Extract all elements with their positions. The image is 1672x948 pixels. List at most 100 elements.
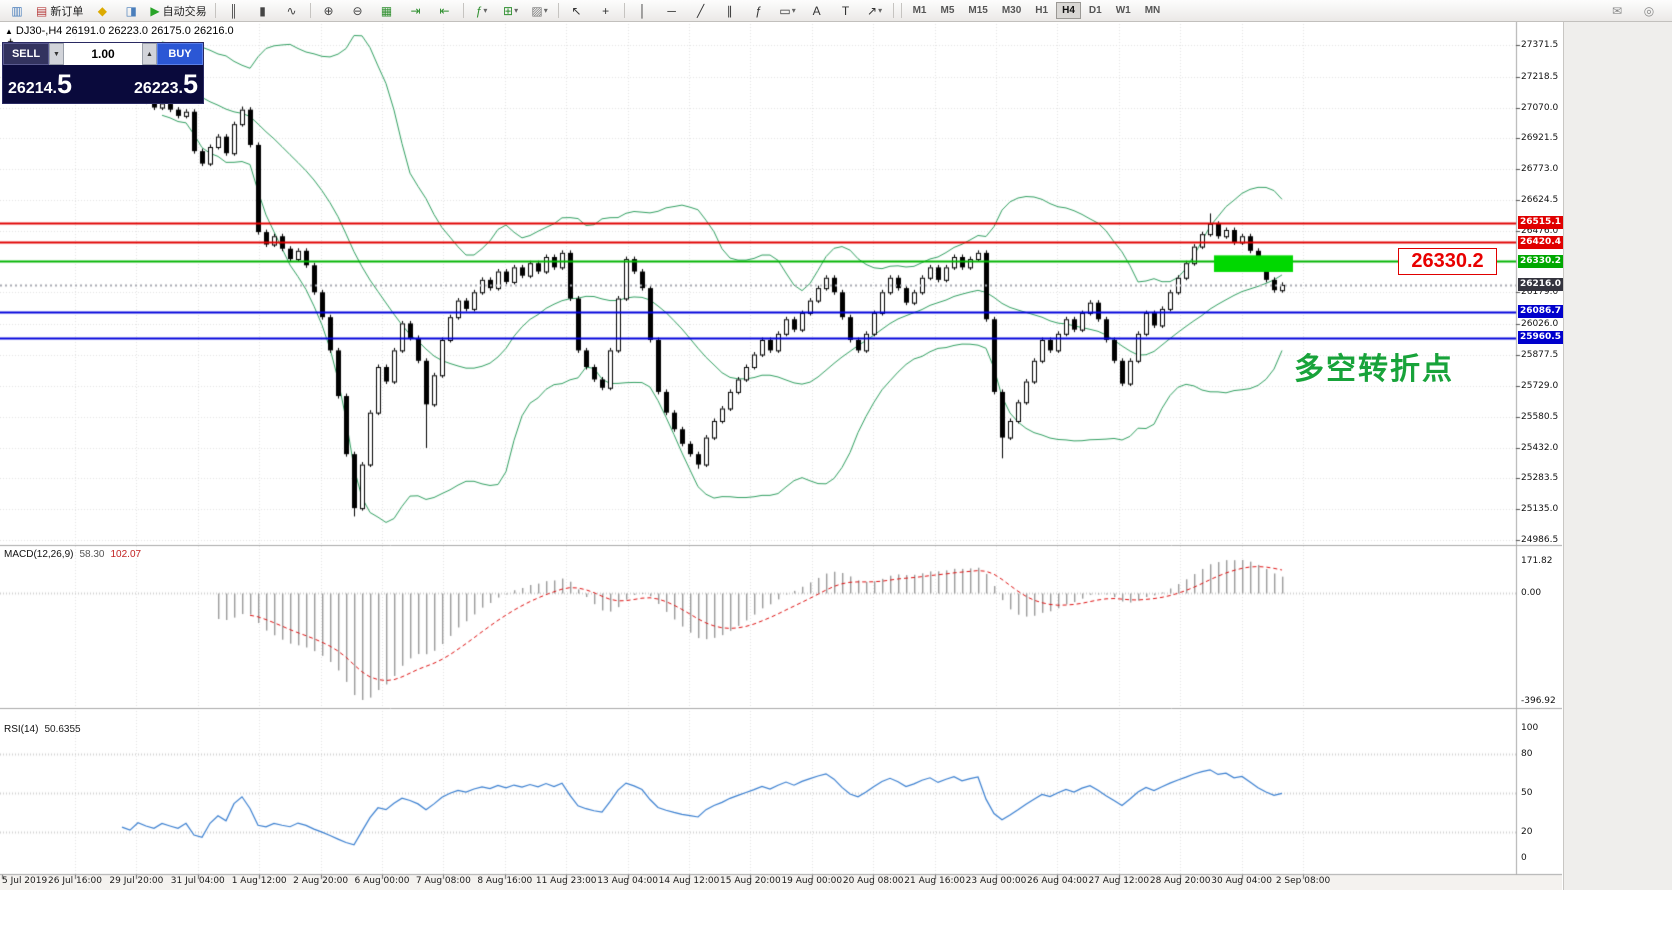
symbol-ohlc-text: DJ30-,H4 26191.0 26223.0 26175.0 26216.0 <box>15 25 234 37</box>
new-chart-icon[interactable]: ▥ <box>3 1 31 21</box>
zoom-in-icon[interactable]: ⊕ <box>315 1 343 21</box>
shapes-icon[interactable]: ▭ ▾ <box>774 1 802 21</box>
timeframe-h4[interactable]: H4 <box>1056 2 1081 19</box>
horizontal-line-icon[interactable]: ─ <box>658 1 686 21</box>
bar-chart-icon[interactable]: ║ <box>220 1 248 21</box>
trendline-icon[interactable]: ╱ <box>687 1 715 21</box>
templates-icon-dropdown-icon[interactable]: ▾ <box>543 6 548 15</box>
timeframe-h1[interactable]: H1 <box>1035 5 1049 16</box>
periods-icon-dropdown-icon[interactable]: ▾ <box>514 6 519 15</box>
cursor-icon[interactable]: ↖ <box>563 1 591 21</box>
periods-icon[interactable]: ⊞ ▾ <box>497 1 525 21</box>
channel-icon[interactable]: ∥ <box>716 1 744 21</box>
market-watch-icon[interactable]: ◨ <box>117 1 145 21</box>
fibonacci-icon[interactable]: ƒ <box>745 1 773 21</box>
auto-scroll-icon[interactable]: ⇥ <box>402 1 430 21</box>
timeframe-bar: M1 M5 M15 M30 H1 H4 D1 W1 MN <box>906 2 1168 19</box>
timeframe-m5[interactable]: M5 <box>940 5 955 16</box>
candlestick-chart-icon[interactable]: ▮ <box>249 1 277 21</box>
new-order-button-glyph: ▤ <box>36 3 48 18</box>
sell-button[interactable]: SELL <box>3 43 49 65</box>
zoom-out-icon[interactable]: ⊖ <box>344 1 372 21</box>
macd-main-value: 58.30 <box>79 549 105 560</box>
macd-signal-value: 102.07 <box>110 549 142 560</box>
chart-shift-icon-glyph: ⇤ <box>439 3 450 18</box>
timeframe-w1[interactable]: W1 <box>1115 5 1131 16</box>
volume-down-button[interactable]: ▼ <box>49 43 64 65</box>
sell-price-big-digit: 5 <box>56 69 72 99</box>
autotrade-button-glyph: ▶ <box>150 3 160 18</box>
arrows-icon-dropdown-icon[interactable]: ▾ <box>878 6 883 15</box>
favorites-icon[interactable]: ◆ <box>88 1 116 21</box>
toolbar-separator <box>900 3 902 18</box>
toolbar-separator <box>623 3 625 18</box>
timeframe-d1[interactable]: D1 <box>1088 5 1102 16</box>
volume-input[interactable] <box>64 43 142 65</box>
chart-canvas[interactable] <box>0 22 1562 890</box>
crosshair-icon-glyph: + <box>602 3 610 18</box>
tile-windows-icon[interactable]: ▦ <box>373 1 401 21</box>
line-chart-icon[interactable]: ∿ <box>278 1 306 21</box>
text-label-icon-glyph: T <box>841 3 850 18</box>
rsi-label: RSI(14) <box>4 724 39 735</box>
new-order-button[interactable]: ▤ 新订单 <box>32 1 87 21</box>
tile-windows-icon-glyph: ▦ <box>380 3 393 18</box>
vertical-line-icon[interactable]: │ <box>629 1 657 21</box>
toolbar-separator <box>557 3 559 18</box>
sell-price[interactable]: 26214. 5 <box>8 69 72 99</box>
buy-price-big-digit: 5 <box>182 69 198 99</box>
message-icon[interactable]: ✉ <box>1611 3 1623 18</box>
autotrade-button-label: 自动交易 <box>162 5 207 18</box>
rsi-value: 50.6355 <box>44 724 81 735</box>
indicators-icon[interactable]: ƒ ▾ <box>468 1 496 21</box>
cursor-icon-glyph: ↖ <box>571 3 582 18</box>
one-click-collapse-icon[interactable]: ▲ <box>5 27 13 36</box>
toolbar-separator <box>462 3 464 18</box>
bar-chart-icon-glyph: ║ <box>229 3 238 18</box>
right-empty-pane <box>1563 22 1672 890</box>
rsi-label-row: RSI(14) 50.6355 <box>4 724 81 735</box>
line-chart-icon-glyph: ∿ <box>286 3 297 18</box>
zoom-in-icon-glyph: ⊕ <box>323 3 334 18</box>
timeframe-mn[interactable]: MN <box>1144 5 1161 16</box>
text-icon-glyph: A <box>812 3 821 18</box>
zoom-out-icon-glyph: ⊖ <box>352 3 363 18</box>
toolbar-separator <box>309 3 311 18</box>
price-callout-box: 26330.2 <box>1398 248 1497 275</box>
new-order-button-label: 新订单 <box>50 5 84 18</box>
vertical-line-icon-glyph: │ <box>638 3 647 18</box>
fibonacci-icon-glyph: ƒ <box>755 3 762 18</box>
shapes-icon-glyph: ▭ <box>779 3 791 18</box>
arrows-icon-glyph: ↗ <box>867 3 878 18</box>
trendline-icon-glyph: ╱ <box>696 3 705 18</box>
templates-icon[interactable]: ▨ ▾ <box>526 1 554 21</box>
shapes-icon-dropdown-icon[interactable]: ▾ <box>791 6 796 15</box>
volume-up-button[interactable]: ▲ <box>142 43 157 65</box>
toolbar-separator <box>214 3 216 18</box>
indicators-icon-dropdown-icon[interactable]: ▾ <box>483 6 488 15</box>
crosshair-icon[interactable]: + <box>592 1 620 21</box>
toolbar-right-items: ✉ ◎ <box>1603 1 1669 21</box>
symbol-info-line: ▲ DJ30-,H4 26191.0 26223.0 26175.0 26216.… <box>5 25 234 37</box>
search-icon[interactable]: ◎ <box>1643 3 1655 18</box>
toolbar-separator <box>892 3 894 18</box>
indicators-icon-glyph: ƒ <box>475 3 483 18</box>
chart-shift-icon[interactable]: ⇤ <box>431 1 459 21</box>
sell-price-main: 26214. <box>8 80 57 97</box>
text-icon[interactable]: A <box>803 1 831 21</box>
templates-icon-glyph: ▨ <box>531 3 543 18</box>
macd-label: MACD(12,26,9) <box>4 549 74 560</box>
text-label-icon[interactable]: T <box>832 1 860 21</box>
arrows-icon[interactable]: ↗ ▾ <box>861 1 889 21</box>
toolbar: ▥ ▤ 新订单 ◆ ◨ ▶ 自动交易 ║ ▮ ∿ ⊕ ⊖ ▦ ⇥ ⇤ ƒ ▾ ⊞ ▾ ▨ ▾ ↖ + │ ─ ╱ ∥ ƒ ▭ ▾ A T ↗ ▾ … <box>0 0 1672 22</box>
buy-button[interactable]: BUY <box>157 43 203 65</box>
new-chart-icon-glyph: ▥ <box>11 3 23 18</box>
timeframe-m15[interactable]: M15 <box>968 5 988 16</box>
timeframe-m30[interactable]: M30 <box>1001 5 1022 16</box>
buy-price[interactable]: 26223. 5 <box>134 69 198 99</box>
autotrade-button[interactable]: ▶ 自动交易 <box>146 1 210 21</box>
turning-point-note: 多空转折点 <box>1294 352 1454 387</box>
one-click-trade-panel: SELL ▼ ▲ BUY 26214. 5 26223. 5 <box>2 42 204 104</box>
buy-price-main: 26223. <box>134 80 183 97</box>
timeframe-m1[interactable]: M1 <box>912 5 927 16</box>
